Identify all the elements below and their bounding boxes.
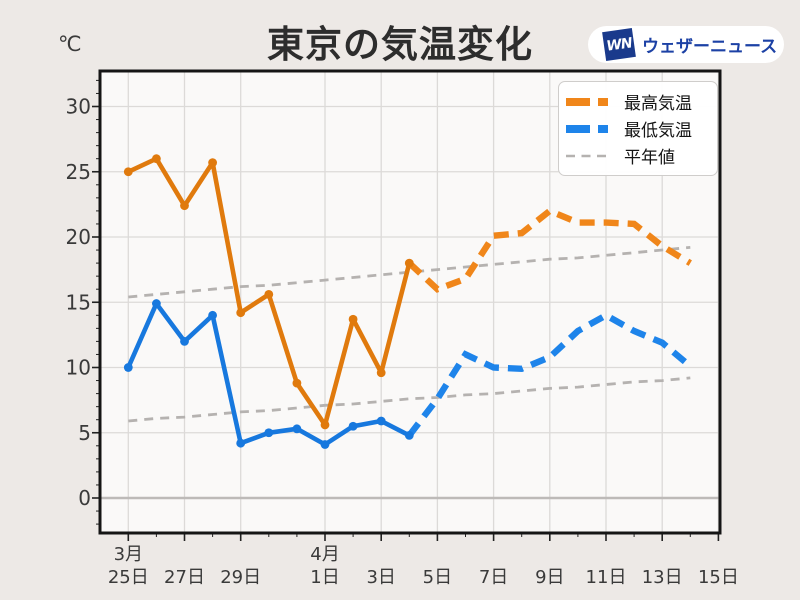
legend-label-normal: 平年値 [624, 148, 675, 168]
y-tick-label: 30 [66, 95, 91, 119]
max-temp-marker [208, 158, 218, 168]
min-temp-marker [208, 310, 218, 320]
weathernews-logo: WN ウェザーニュース [588, 26, 784, 63]
x-tick-label: 27日 [164, 567, 205, 588]
x-tick-label: 7日 [479, 567, 508, 588]
max-temp-marker [152, 154, 161, 164]
x-tick-label: 1日 [310, 567, 339, 588]
min-temp-marker [123, 363, 133, 372]
max-temp-forecast-line [407, 207, 692, 293]
y-tick-label: 15 [66, 290, 91, 314]
max-temp-marker [236, 308, 246, 318]
min-temp-marker [236, 438, 246, 448]
min-temp-forecast-line [406, 311, 693, 438]
max-temp-marker [123, 167, 133, 177]
max-temp-marker [348, 314, 358, 324]
normal-min-line [128, 376, 691, 423]
x-tick-label: 13日 [642, 567, 683, 588]
x-month-label: 4月 [310, 544, 339, 565]
x-tick-label: 9日 [535, 567, 564, 588]
min-temp-marker [180, 337, 189, 346]
max-temp-marker [376, 368, 386, 378]
max-temp-marker [320, 420, 330, 430]
x-month-label: 3月 [114, 544, 143, 565]
legend-label-min: 最低気温 [624, 121, 692, 141]
legend-item-normal: 平年値 [566, 142, 709, 169]
page-title: 東京の気温変化 [267, 23, 533, 66]
legend-item-max-temp: 最高気温 [566, 88, 709, 115]
y-tick-label: 5 [78, 421, 91, 445]
min-temp-marker [376, 416, 386, 426]
min-temp-marker [348, 421, 358, 431]
x-tick-label: 11日 [586, 567, 627, 588]
y-tick-label: 0 [78, 486, 91, 510]
min-temp-marker [320, 440, 330, 449]
min-temp-dash-swatch-icon [566, 124, 612, 133]
y-tick-label: 25 [66, 160, 91, 184]
max-temp-marker [180, 201, 189, 211]
min-temp-marker [152, 299, 161, 308]
x-tick-label: 25日 [108, 567, 149, 588]
min-temp-marker [404, 430, 414, 440]
max-temp-marker [404, 258, 414, 268]
x-tick-label: 15日 [698, 567, 739, 588]
y-axis-unit-label: ℃ [58, 32, 82, 56]
min-temp-marker [292, 424, 302, 434]
x-tick-label: 3日 [366, 567, 395, 588]
x-tick-label: 29日 [220, 567, 261, 588]
max-temp-marker [292, 378, 302, 388]
plot-border [98, 69, 722, 535]
max-temp-marker [264, 290, 274, 299]
chart-legend: 最高気温 最低気温 平年値 [558, 81, 718, 176]
y-tick-label: 20 [66, 225, 91, 249]
normal-dash-swatch-icon [566, 154, 612, 157]
normal-max-line [128, 246, 691, 299]
x-tick-label: 5日 [423, 567, 452, 588]
min-temp-marker [264, 428, 274, 438]
y-tick-label: 10 [66, 356, 91, 380]
legend-item-min-temp: 最低気温 [566, 115, 709, 142]
legend-label-max: 最高気温 [624, 94, 692, 114]
max-temp-dash-swatch-icon [566, 97, 612, 106]
logo-brand-text: ウェザーニュース [642, 37, 778, 57]
